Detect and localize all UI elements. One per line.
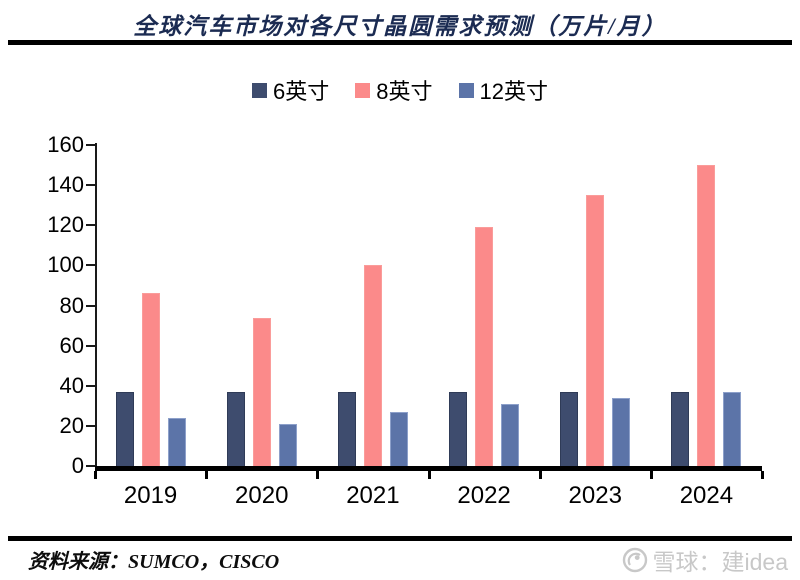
y-axis-tick-label: 20 — [59, 412, 84, 438]
y-axis-tick-label: 160 — [47, 132, 84, 157]
x-axis-tick — [316, 471, 320, 479]
bar-8英寸-2024 — [697, 165, 716, 466]
legend-label: 8英寸 — [376, 79, 433, 104]
y-axis-tick — [86, 424, 95, 427]
legend-item-8英寸: 8英寸 — [355, 74, 433, 106]
legend-swatch-icon — [252, 82, 267, 98]
y-axis-tick — [86, 344, 95, 347]
title-divider-rule — [8, 40, 792, 45]
footer-divider-rule — [8, 536, 792, 541]
legend-swatch-icon — [458, 82, 474, 98]
legend-label: 12英寸 — [479, 79, 548, 104]
x-axis-tick — [761, 471, 764, 479]
y-axis-tick-label: 140 — [47, 172, 84, 198]
legend-item-6英寸: 6英寸 — [252, 74, 329, 106]
y-axis-tick — [86, 384, 95, 387]
x-axis-line — [95, 466, 762, 471]
bar-8英寸-2023 — [586, 195, 605, 466]
bar-group-2019 — [95, 145, 206, 466]
bar-group-2023 — [540, 145, 651, 466]
y-axis-tick-label: 100 — [47, 252, 84, 278]
bar-6英寸-2022 — [449, 391, 468, 466]
bar-8英寸-2020 — [252, 317, 271, 466]
x-axis-label: 2019 — [123, 482, 178, 509]
y-axis-tick — [86, 264, 95, 267]
x-axis-tick — [205, 471, 209, 479]
bar-8英寸-2019 — [141, 293, 160, 466]
x-axis-label: 2020 — [235, 482, 289, 509]
y-axis-tick-label: 0 — [71, 453, 84, 478]
watermark-text: 雪球：建idea — [652, 549, 788, 575]
chart-title: 全球汽车市场对各尺寸晶圆需求预测（万片/月） — [133, 14, 667, 39]
x-axis-label: 2021 — [346, 482, 400, 509]
watermark: 雪球：建idea — [622, 543, 788, 577]
chart-legend: 6英寸 8英寸 12英寸 — [0, 74, 800, 106]
bar-12英寸-2020 — [278, 423, 297, 466]
y-axis-tick-label: 40 — [59, 372, 84, 398]
bar-group-2021 — [317, 145, 428, 466]
y-axis-tick-label: 80 — [59, 292, 84, 318]
data-source-label: 资料来源：SUMCO，CISCO — [28, 551, 280, 573]
bar-12英寸-2023 — [612, 397, 631, 466]
bar-group-2024 — [651, 145, 762, 466]
x-axis-tick — [94, 471, 97, 479]
y-axis-tick — [86, 304, 95, 307]
bar-6英寸-2019 — [115, 391, 134, 466]
bar-12英寸-2021 — [389, 411, 408, 466]
bar-group-2020 — [206, 145, 317, 466]
bar-12英寸-2019 — [167, 417, 186, 466]
x-axis-tick — [649, 471, 653, 479]
x-axis-label: 2024 — [679, 482, 734, 509]
bar-12英寸-2024 — [723, 391, 742, 466]
y-axis-tick — [86, 144, 95, 146]
legend-swatch-icon — [355, 82, 371, 98]
bar-8英寸-2022 — [475, 227, 494, 466]
bar-6英寸-2020 — [226, 391, 245, 466]
bar-group-2022 — [429, 145, 540, 466]
bar-6英寸-2021 — [337, 391, 356, 466]
y-axis-tick-label: 60 — [59, 332, 84, 358]
y-axis-tick — [86, 465, 95, 467]
x-axis-label: 2023 — [568, 482, 622, 509]
legend-item-12英寸: 12英寸 — [458, 74, 548, 106]
x-axis-label: 2022 — [457, 482, 511, 509]
y-axis-tick-label: 120 — [47, 212, 84, 238]
plot-area — [95, 145, 762, 466]
y-axis-tick — [86, 224, 95, 227]
y-axis-tick — [86, 184, 95, 187]
bar-8英寸-2021 — [363, 265, 382, 466]
bar-6英寸-2024 — [671, 391, 690, 466]
xueqiu-logo-icon — [622, 547, 647, 573]
bar-6英寸-2023 — [560, 391, 579, 466]
x-axis-tick — [538, 471, 542, 479]
legend-label: 6英寸 — [273, 79, 330, 104]
bar-12英寸-2022 — [501, 403, 520, 466]
x-axis-tick — [427, 471, 431, 479]
y-axis-line — [95, 143, 97, 471]
